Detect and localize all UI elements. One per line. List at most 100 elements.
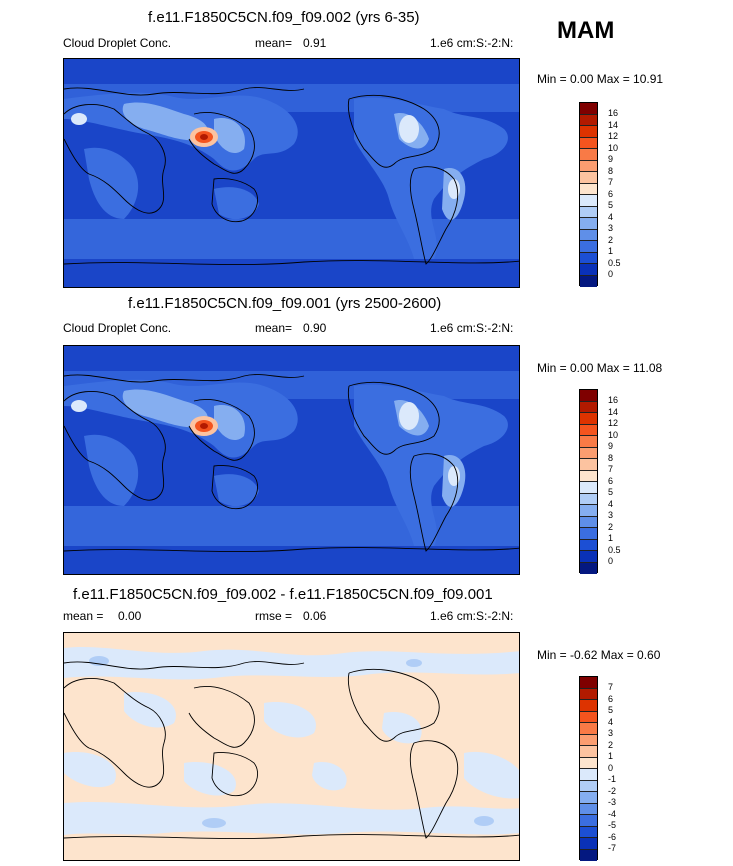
panel-3-colorbar-tick: 7 [608,682,614,692]
panel-1-colorbar-tick: 0.5 [608,257,621,268]
panel-2-title: f.e11.F1850C5CN.f09_f09.001 (yrs 2500-26… [128,295,442,312]
panel-1-map [63,58,520,288]
panel-1-mean-label: mean= [255,36,293,50]
panel-2-colorbar-tick: 0 [608,556,614,566]
panel-1-colorbar-tick: 4 [608,211,614,222]
panel-2-colorbar-tick: 7 [608,464,614,474]
panel-2-colorbar-tick: 6 [608,475,614,486]
panel-1-colorbar-bin [580,206,597,218]
panel-1-colorbar-tick: 5 [608,200,614,210]
panel-3-colorbar-tick: -2 [608,785,617,796]
panel-1-colorbar-tick: 9 [608,154,614,164]
panel-3-colorbar-bin [580,792,597,804]
panel-2-colorbar-tick: 2 [608,521,614,532]
panel-3-map [63,632,520,861]
panel-3-colorbar-bin [580,780,597,792]
panel-1-colorbar-bin [580,229,597,241]
panel-1-colorbar-tick: 8 [608,165,614,176]
panel-2-colorbar-bin [580,470,597,482]
panel-3-colorbar-tick: -5 [608,820,617,830]
panel-1-colorbar-bin [580,160,597,172]
panel-3-colorbar-tick: 5 [608,705,614,715]
panel-2-colorbar-bin [580,562,597,574]
panel-1-colorbar [579,102,598,287]
panel-2-colorbar-tick: 9 [608,441,614,451]
panel-3-colorbar-bin [580,734,597,746]
panel-2-colorbar-tick: 10 [608,429,619,440]
panel-2-colorbar-bin [580,505,597,517]
panel-2-units: 1.e6 cm:S:-2:N: [430,321,514,335]
panel-1-colorbar-tick: 7 [608,177,614,187]
panel-3-colorbar-bin [580,849,597,861]
panel-2-map [63,345,520,575]
season-label: MAM [557,17,615,44]
panel-2-colorbar-tick: 8 [608,452,614,463]
panel-3-colorbar-bin [580,746,597,758]
panel-2-colorbar-bin [580,436,597,448]
panel-3-colorbar-tick: 4 [608,716,614,727]
panel-2-minmax: Min = 0.00 Max = 11.08 [537,361,663,375]
panel-3-units: 1.e6 cm:S:-2:N: [430,609,514,623]
panel-1-colorbar-bin [580,241,597,253]
panel-2-colorbar-tick: 4 [608,498,614,509]
panel-3-colorbar-tick: 1 [608,751,614,761]
panel-2-colorbar [579,389,598,574]
panel-2-colorbar-tick: 5 [608,487,614,497]
panel-3-colorbar-bin [580,757,597,769]
panel-2-colorbar-bin [580,413,597,425]
panel-1-colorbar-bin [580,252,597,264]
panel-1-colorbar-bin [580,275,597,287]
panel-2-colorbar-tick: 0.5 [608,544,621,555]
panel-1-colorbar-tick: 1 [608,246,614,256]
panel-2-colorbar-bin [580,390,597,402]
panel-1-colorbar-tick: 3 [608,223,614,233]
panel-1-colorbar-bin [580,103,597,115]
panel-1-title: f.e11.F1850C5CN.f09_f09.002 (yrs 6-35) [148,9,420,26]
panel-1-colorbar-tick: 14 [608,119,619,130]
panel-2-colorbar-bin [580,551,597,563]
panel-2-colorbar-tick: 12 [608,418,619,428]
panel-3-colorbar-tick: -7 [608,843,617,853]
panel-3-colorbar-bin [580,803,597,815]
panel-1-colorbar-tick: 16 [608,108,619,118]
panel-1-colorbar-bin [580,218,597,230]
panel-1-colorbar-bin [580,264,597,276]
panel-2-colorbar-bin [580,516,597,528]
panel-2-colorbar-bin [580,493,597,505]
panel-3-colorbar-tick: 0 [608,762,614,773]
panel-3-colorbar-bin [580,700,597,712]
panel-2-colorbar-bin [580,401,597,413]
panel-3-title: f.e11.F1850C5CN.f09_f09.002 - f.e11.F185… [73,586,493,603]
panel-3-rmse-value: 0.06 [303,609,327,623]
panel-1-colorbar-bin [580,114,597,126]
panel-1-variable-label: Cloud Droplet Conc. [63,36,172,50]
panel-2-variable-label: Cloud Droplet Conc. [63,321,172,335]
panel-3-colorbar-tick: -1 [608,774,617,784]
panel-3-colorbar-tick: -4 [608,808,617,819]
panel-3-colorbar-bin [580,688,597,700]
panel-2-colorbar-bin [580,424,597,436]
panel-1-colorbar-tick: 6 [608,188,614,199]
panel-3-colorbar-bin [580,677,597,689]
panel-3-colorbar-bin [580,826,597,838]
panel-1-colorbar-bin [580,172,597,184]
panel-3-colorbar-bin [580,711,597,723]
panel-1-colorbar-bin [580,137,597,149]
panel-1-minmax: Min = 0.00 Max = 10.91 [537,72,664,86]
panel-2-mean-label: mean= [255,321,293,335]
panel-1-colorbar-tick: 12 [608,131,619,141]
panel-2-colorbar-tick: 3 [608,510,614,520]
panel-1-colorbar-bin [580,126,597,138]
panel-1-colorbar-bin [580,195,597,207]
panel-3-colorbar-tick: 3 [608,728,614,738]
panel-3-colorbar-tick: 6 [608,693,614,704]
panel-3-colorbar-tick: 2 [608,739,614,750]
panel-1-colorbar-bin [580,183,597,195]
panel-3-colorbar-bin [580,815,597,827]
panel-2-colorbar-bin [580,447,597,459]
panel-1-colorbar-tick: 2 [608,234,614,245]
panel-3-mean-value: 0.00 [118,609,142,623]
panel-2-colorbar-tick: 16 [608,395,619,405]
panel-2-colorbar-bin [580,539,597,551]
panel-3-mean-label: mean = [63,609,104,623]
